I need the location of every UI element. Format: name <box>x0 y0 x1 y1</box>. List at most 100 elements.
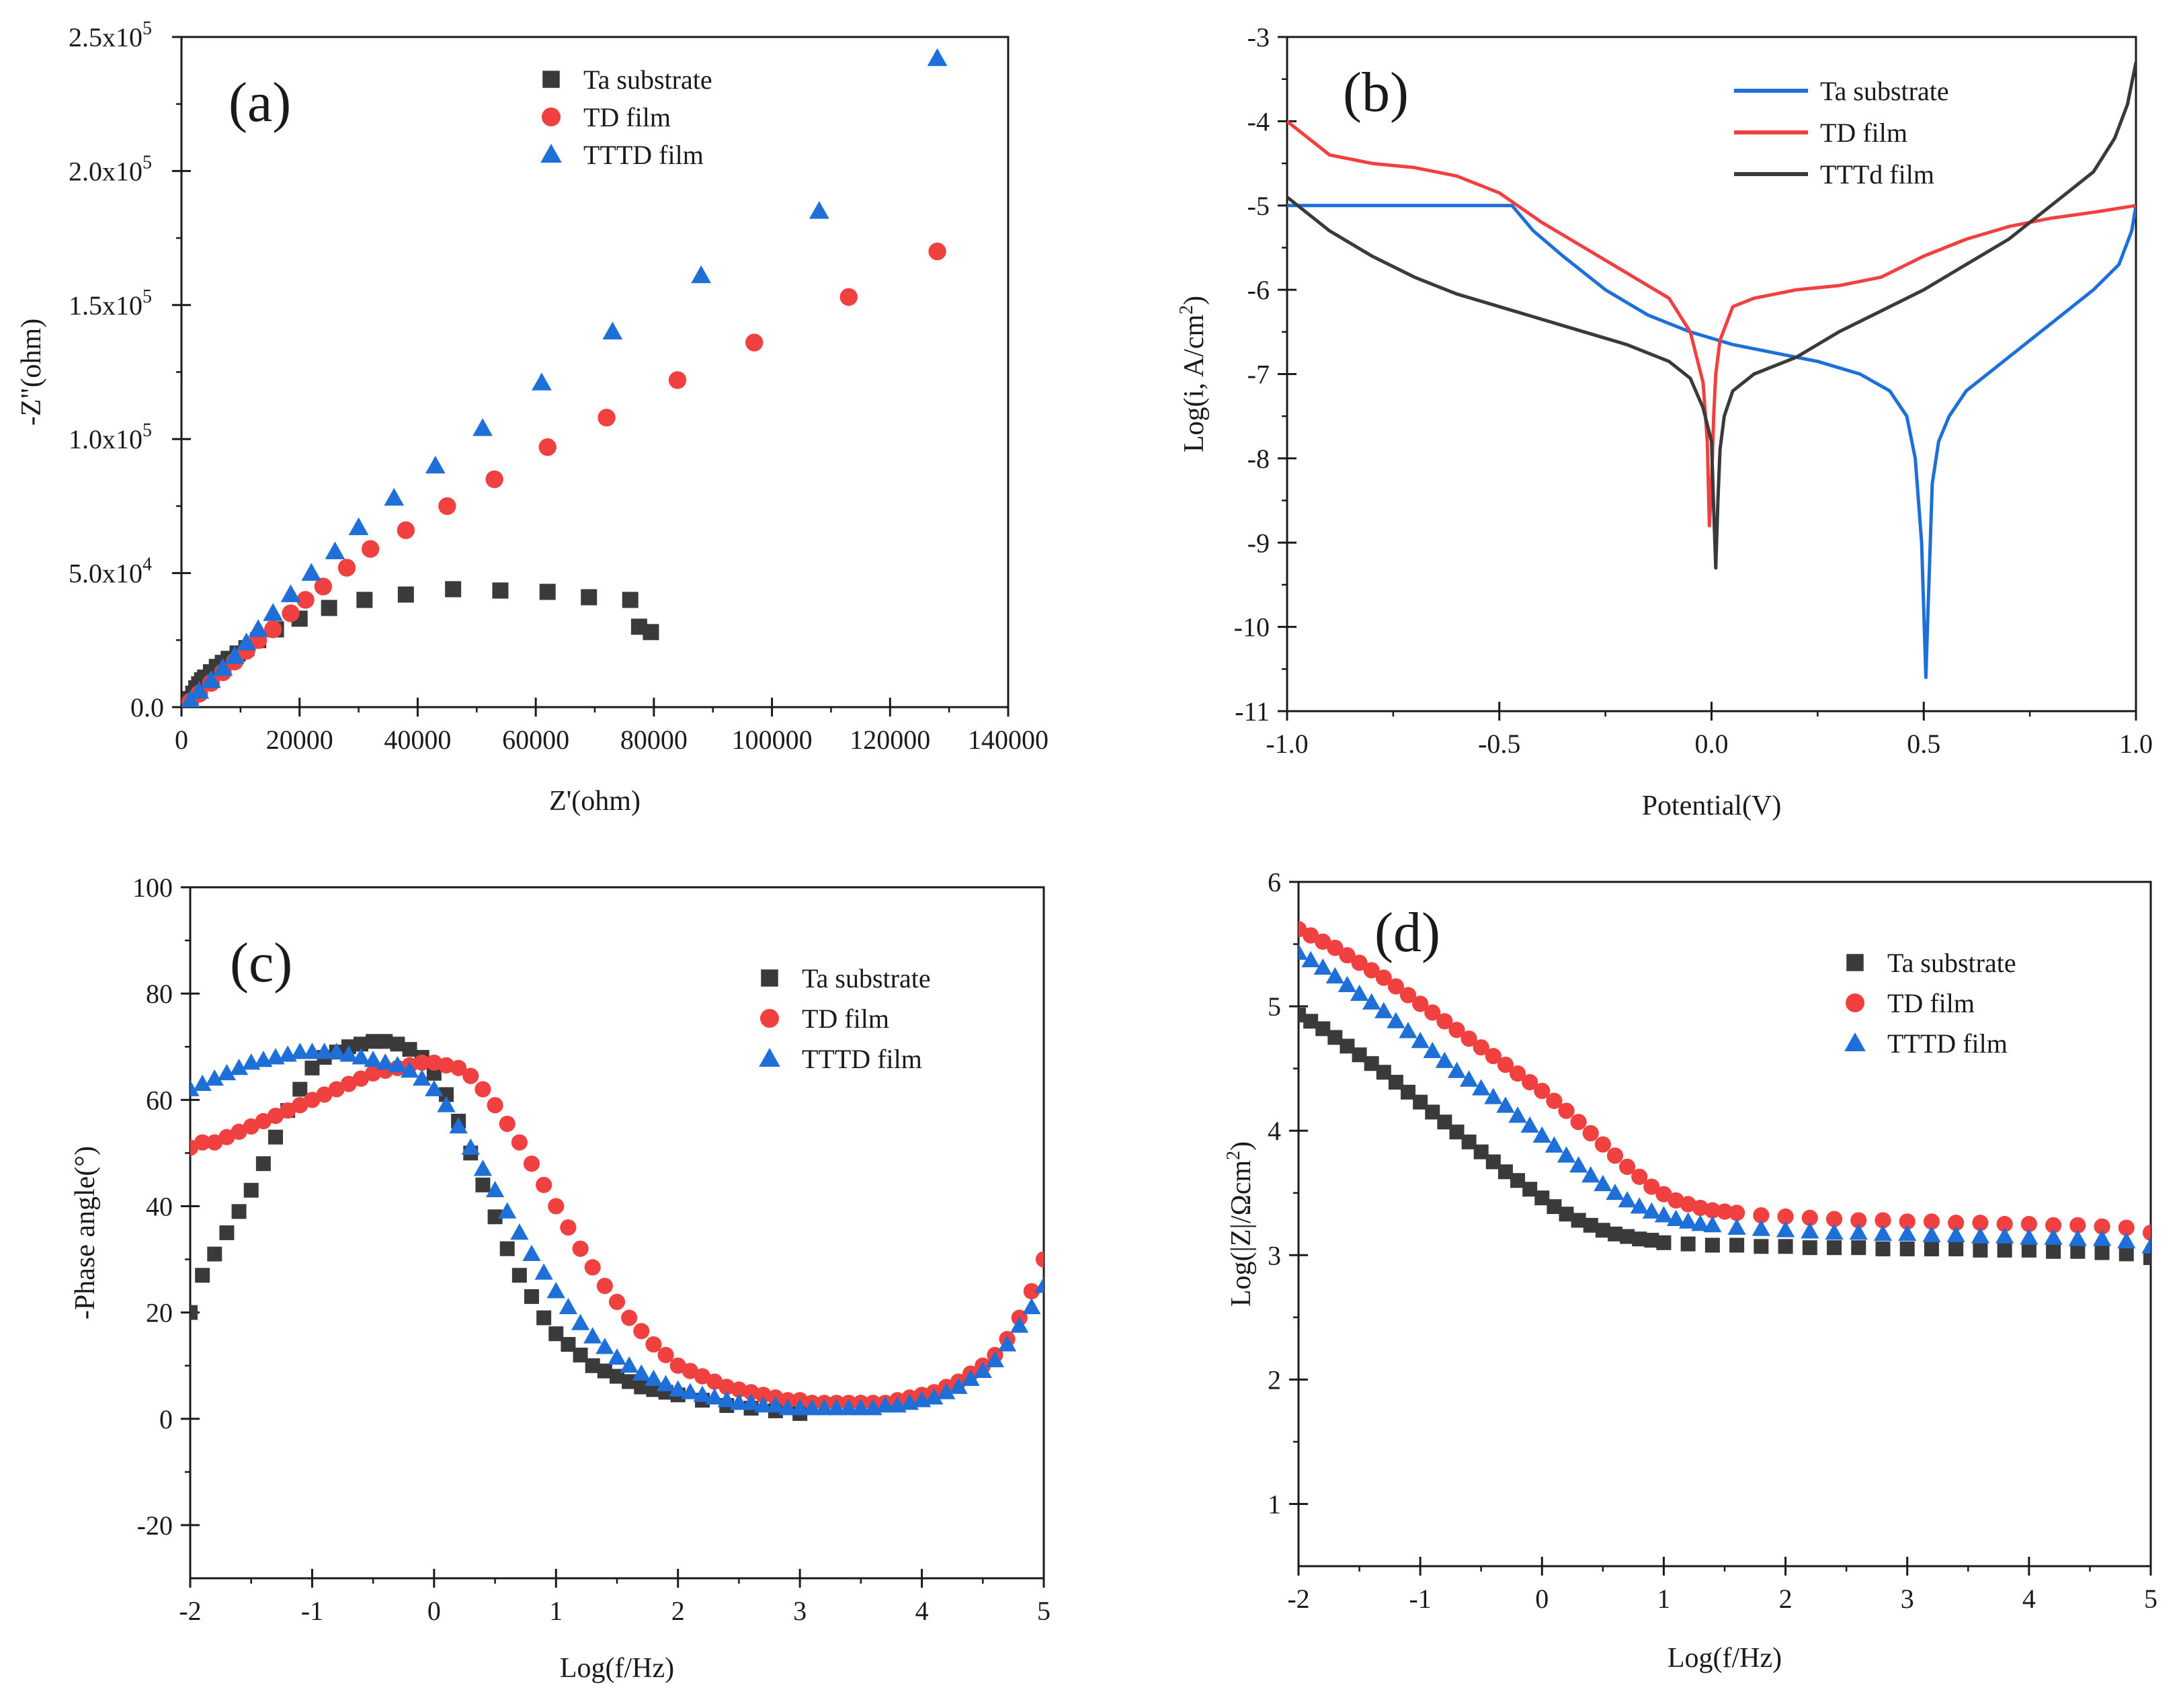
data-point <box>1801 1222 1819 1239</box>
data-point <box>473 1160 493 1176</box>
data-point <box>212 658 233 676</box>
data-point <box>1497 1056 1514 1073</box>
data-point <box>207 1246 222 1262</box>
data-point <box>1873 1224 1893 1242</box>
data-point <box>1399 1022 1417 1039</box>
data-point <box>236 633 257 651</box>
data-point <box>755 1387 772 1404</box>
data-point <box>1363 962 1380 979</box>
y-tick-label: -4 <box>1247 106 1270 136</box>
data-point <box>1534 1082 1551 1100</box>
data-point <box>1022 1297 1041 1315</box>
x-tick-label: 40000 <box>384 725 451 755</box>
data-point <box>1644 1233 1659 1248</box>
y-tick-label: 0.0 <box>130 692 164 723</box>
x-tick-label: -1 <box>301 1596 323 1626</box>
data-point <box>348 517 369 536</box>
data-point <box>559 1297 578 1315</box>
data-point <box>229 1059 249 1075</box>
data-point <box>681 1383 700 1399</box>
data-point <box>548 1198 565 1215</box>
data-point <box>1570 1114 1587 1131</box>
data-point <box>1413 1094 1428 1110</box>
panel-b-polarization-plot: -1.0 -0.5 0.0 0.5 1.0 -3 -4 -5 -6 -7 -8 -9 -10 -11 Pot… <box>1176 22 2153 821</box>
data-point <box>561 1337 576 1352</box>
x-tick-label: 1.0 <box>2119 729 2153 759</box>
data-point <box>1727 1218 1746 1235</box>
legend-item: Ta substrate <box>542 65 712 95</box>
data-point <box>546 1282 565 1299</box>
data-point <box>1510 1173 1526 1188</box>
data-point <box>608 1348 626 1365</box>
legend-item: TTTD film <box>1844 1028 2008 1059</box>
data-point <box>475 1081 491 1098</box>
data-point <box>217 1063 237 1081</box>
data-point <box>1752 1219 1770 1236</box>
data-point <box>1620 1229 1635 1244</box>
data-point <box>425 1080 444 1096</box>
y-tick-label: 4 <box>1268 1116 1281 1146</box>
y-tick-label: 6 <box>1268 867 1281 897</box>
y-tick-label: -20 <box>137 1510 173 1541</box>
data-point <box>255 1156 271 1172</box>
data-point <box>1753 1207 1770 1224</box>
data-point <box>189 680 210 699</box>
data-point <box>2143 1250 2151 1265</box>
data-point <box>1376 1065 1391 1080</box>
data-point <box>1034 1276 1044 1293</box>
data-point <box>1973 1242 1988 1258</box>
x-tick-label: 60000 <box>502 725 569 755</box>
x-tick-label: 80000 <box>620 725 688 755</box>
data-point <box>1023 1283 1040 1300</box>
data-point <box>1704 1237 1720 1253</box>
data-point <box>390 1036 405 1052</box>
legend: Ta substrate TD film TTTD film <box>759 963 931 1074</box>
data-point <box>487 1209 503 1225</box>
data-point <box>1825 1223 1844 1240</box>
data-point <box>571 1313 590 1330</box>
x-tick-label: -0.5 <box>1478 729 1520 759</box>
data-point <box>321 600 337 616</box>
data-point <box>472 418 493 436</box>
x-tick-label: 1 <box>549 1596 563 1626</box>
data-layer <box>190 1034 1044 1421</box>
legend-item: Ta substrate <box>761 963 931 993</box>
data-point <box>1606 1147 1624 1164</box>
data-point <box>1583 1217 1598 1233</box>
data-point <box>539 583 556 600</box>
data-point <box>743 1384 759 1401</box>
legend-marker <box>541 107 561 127</box>
series-tttd-film <box>1287 62 2136 570</box>
legend-label: TD film <box>1887 988 1975 1018</box>
data-point <box>325 541 345 560</box>
data-point <box>2020 1215 2037 1233</box>
data-point <box>1303 927 1319 944</box>
data-point <box>595 1338 614 1354</box>
data-point <box>340 1075 357 1092</box>
series-ta-substrate <box>1287 204 2136 680</box>
legend-marker <box>540 143 562 163</box>
data-point <box>1655 1186 1672 1203</box>
data-point <box>316 1086 333 1103</box>
data-point <box>181 690 200 707</box>
legend-marker <box>761 969 778 987</box>
x-tick-label: 0 <box>1535 1584 1549 1614</box>
data-point <box>510 1223 529 1240</box>
data-point <box>706 1373 723 1390</box>
data-point <box>1325 967 1344 984</box>
data-point <box>248 619 269 637</box>
legend-label: TTTD film <box>802 1044 922 1074</box>
data-point <box>1387 1012 1405 1028</box>
data-point <box>1778 1239 1793 1254</box>
data-point <box>1351 954 1368 971</box>
data-point <box>290 1043 309 1059</box>
data-point <box>1924 1242 1939 1257</box>
y-tick-label: -3 <box>1247 22 1270 52</box>
data-point <box>1997 1242 2012 1258</box>
panel-label: (d) <box>1374 901 1440 964</box>
data-point <box>413 1069 431 1086</box>
data-point <box>634 1379 649 1395</box>
data-point <box>596 1277 613 1295</box>
series-line <box>1287 204 2136 680</box>
x-axis-label: Log(f/Hz) <box>1668 1643 1782 1674</box>
